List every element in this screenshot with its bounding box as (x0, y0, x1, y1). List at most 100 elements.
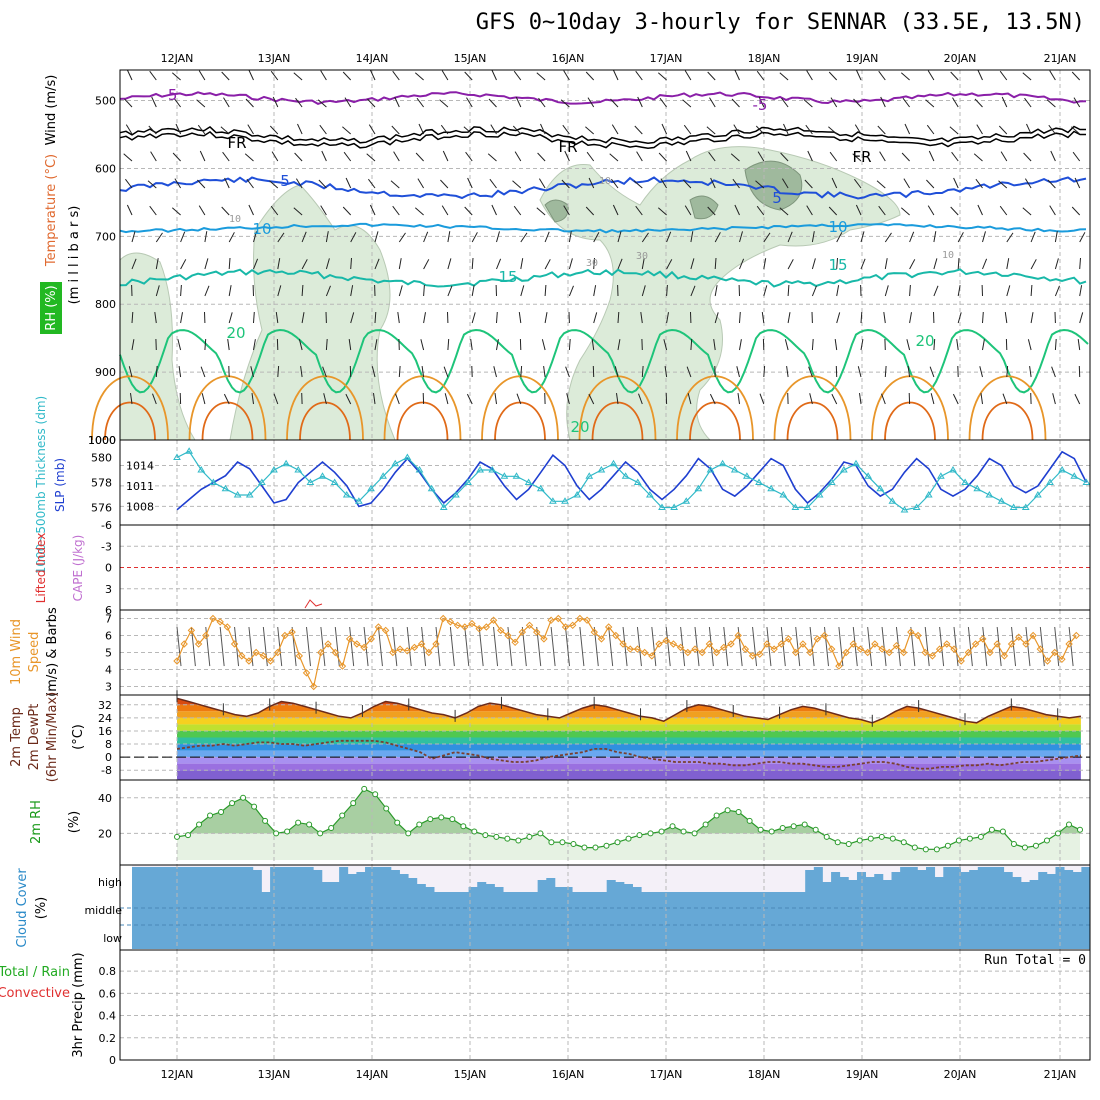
wind10-point (230, 640, 239, 648)
wind10-point (554, 614, 563, 623)
wind-barb (398, 232, 406, 243)
temp-band (177, 770, 1081, 780)
wind10-point (497, 626, 505, 635)
thickness-tick: 576 (91, 502, 112, 515)
wind10-barb (334, 626, 340, 667)
date-label-bottom: 12JAN (161, 1068, 194, 1081)
wind-barb (657, 207, 667, 216)
thickness-point (209, 478, 218, 485)
contour-15 (119, 268, 1087, 288)
rh-point (834, 839, 841, 846)
rh-point (548, 839, 555, 846)
thickness-point (488, 466, 497, 473)
wind-barb (494, 393, 497, 405)
wind10-point (1015, 633, 1023, 641)
wind-barb (540, 123, 546, 135)
wind10-point (655, 640, 663, 648)
cloud-high-bar (1003, 872, 1013, 892)
ylabel-cape: CAPE (J/kg) (71, 535, 85, 602)
cloud-high-bar (416, 884, 426, 892)
rh-point (735, 809, 742, 815)
contour-freezing-2 (119, 130, 1086, 149)
temp-tick: 32 (98, 699, 112, 712)
wind-barb (440, 124, 449, 135)
rh-point (999, 828, 1006, 835)
wind-barb (348, 339, 352, 351)
thickness-point (985, 491, 994, 498)
cloud-high-bar (1081, 867, 1091, 892)
rh-dark-region (689, 195, 719, 220)
wind-barb (564, 150, 570, 162)
rh-area-light (177, 788, 1080, 860)
wind10-point (216, 618, 224, 626)
thickness-point (839, 466, 848, 473)
wind-barb (227, 339, 230, 351)
wind-barb (397, 312, 400, 324)
wind-barb (956, 339, 959, 351)
cloud-high-bar (321, 882, 331, 892)
wind-barb (155, 232, 163, 243)
wind10-point (561, 623, 570, 631)
wind-barb (221, 71, 230, 81)
wind-barb (293, 72, 303, 81)
wind-barb (807, 150, 813, 162)
ylabel-slp: SLP (mb) (53, 458, 67, 512)
thickness-point (476, 466, 485, 473)
thickness-point (742, 472, 751, 479)
rh-point (306, 821, 313, 828)
wind-barb (204, 231, 208, 243)
wind-barb (174, 178, 182, 189)
cloud-label-middle: middle (84, 904, 122, 917)
wind-barb (803, 99, 813, 108)
wind10-point (943, 640, 951, 648)
wind-barb (350, 285, 354, 297)
wind-barb (909, 259, 916, 270)
rh-point (933, 846, 940, 853)
wind-barb (879, 151, 886, 162)
date-label-top: 19JAN (846, 52, 879, 65)
wind-barb (221, 206, 230, 216)
wind-barb (953, 177, 959, 189)
wind-barb (344, 97, 352, 108)
wind10-barb (306, 626, 311, 667)
wind-barb (998, 125, 1008, 135)
cloud-high-bar (390, 870, 400, 892)
wind-barb (273, 393, 279, 405)
wind-barb (196, 99, 206, 108)
cloud-high-bar (132, 867, 142, 892)
wind-barb (465, 151, 473, 162)
rh-point (372, 791, 379, 798)
wind-barb (394, 96, 400, 108)
rh-point (174, 833, 180, 840)
wind-barb (757, 151, 765, 162)
wind-barb (563, 205, 570, 216)
wind-barb (756, 70, 765, 81)
wind10-point (309, 682, 318, 691)
wind-barb (447, 285, 453, 297)
wind-barb (714, 285, 718, 297)
dewpoint-line (176, 739, 1082, 770)
wind-barb (373, 393, 376, 405)
wind-barb (248, 204, 254, 216)
contour-warm-loop (981, 401, 1034, 441)
wind-barb (690, 258, 695, 270)
thickness-point (973, 484, 982, 492)
contour-20 (119, 328, 1089, 394)
contour-label: 20 (915, 332, 934, 350)
cloud-high-bar (485, 884, 495, 892)
wind-barb (198, 70, 206, 81)
cloud-high-bar (891, 872, 901, 892)
wind-barb (420, 339, 425, 351)
wind-barb (1079, 285, 1083, 297)
wind-barb (1030, 259, 1037, 270)
thickness-point (500, 472, 509, 479)
wind-barb (423, 259, 430, 270)
temp-tick: 24 (98, 712, 112, 725)
wind-barb (933, 338, 936, 351)
thickness-point (694, 484, 703, 492)
thickness-point (864, 472, 873, 479)
contour-label: -5 (163, 86, 178, 104)
wind-barb (391, 125, 400, 135)
wind-barb (566, 393, 570, 405)
